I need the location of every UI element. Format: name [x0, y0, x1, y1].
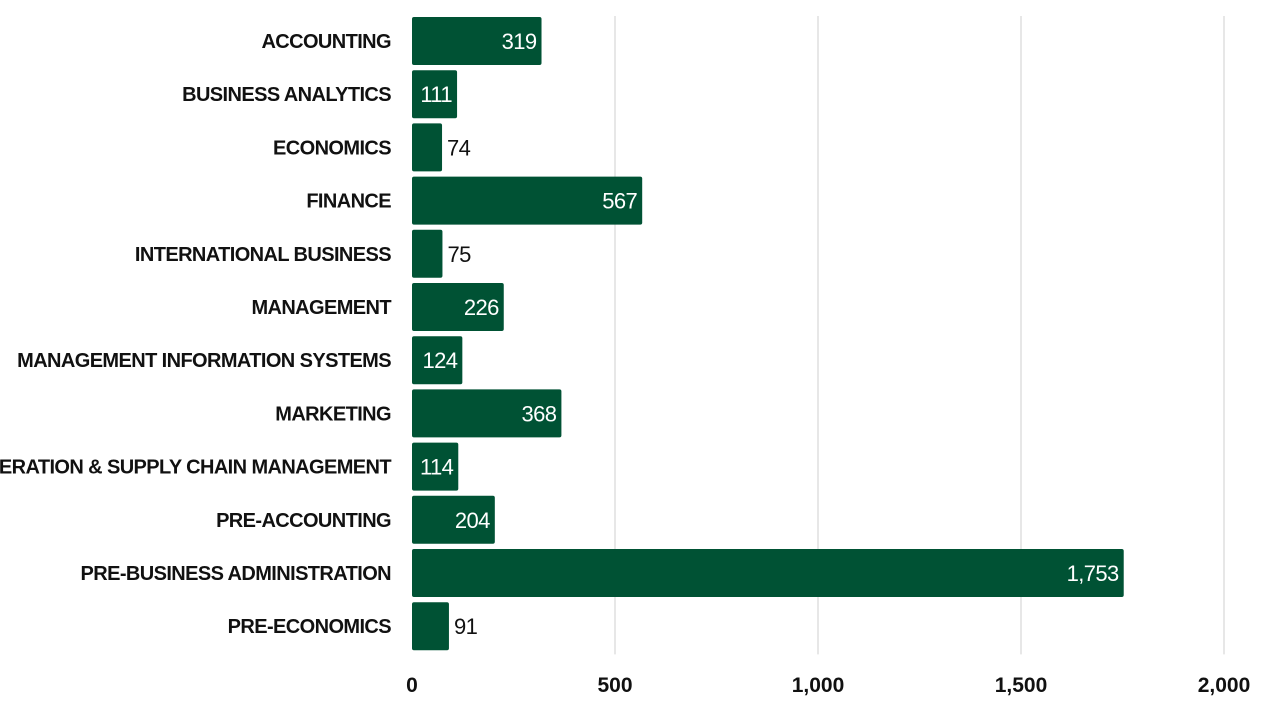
- category-label: OPERATION & SUPPLY CHAIN MANAGEMENT: [0, 457, 391, 479]
- category-label: MANAGEMENT INFORMATION SYSTEMS: [17, 350, 391, 372]
- value-label: 111: [420, 82, 452, 107]
- bar: [412, 123, 443, 172]
- bar: [412, 389, 562, 438]
- grid-lines: [614, 16, 1225, 655]
- bar: [412, 17, 542, 65]
- category-label: PRE-ACCOUNTING: [216, 510, 391, 532]
- x-tick-label: 1,500: [995, 674, 1048, 697]
- bar: [412, 229, 443, 278]
- value-label: 75: [447, 242, 471, 267]
- category-label: INTERNATIONAL BUSINESS: [135, 244, 391, 266]
- bar: [412, 549, 1124, 597]
- category-labels: ACCOUNTING BUSINESS ANALYTICS ECONOMICS FIN…: [0, 31, 392, 638]
- bar: [412, 602, 449, 651]
- x-tick-label: 500: [597, 674, 632, 697]
- value-label: 74: [447, 135, 471, 160]
- bar: [412, 70, 458, 119]
- value-label: 567: [602, 189, 637, 214]
- value-label: 91: [454, 614, 478, 639]
- bar: [412, 336, 463, 385]
- value-label: 204: [455, 508, 490, 533]
- bar: [412, 283, 504, 331]
- category-label: BUSINESS ANALYTICS: [182, 84, 391, 106]
- category-label: PRE-ECONOMICS: [228, 616, 392, 638]
- category-label: ACCOUNTING: [261, 31, 391, 53]
- category-label: ECONOMICS: [273, 137, 391, 159]
- bar: [412, 495, 495, 544]
- category-label: MARKETING: [275, 403, 391, 425]
- value-label: 319: [502, 29, 537, 54]
- x-tick-label: 2,000: [1198, 674, 1251, 697]
- value-label: 1,753: [1067, 561, 1119, 586]
- category-label: FINANCE: [306, 191, 391, 213]
- x-tick-label: 0: [406, 674, 418, 697]
- value-label: 114: [420, 455, 454, 480]
- bar: [412, 442, 459, 491]
- value-label: 368: [522, 401, 557, 426]
- bars: 319 111 74 567 75 226 124 368 114 204 1,753 91: [412, 17, 1124, 651]
- category-label: MANAGEMENT: [251, 297, 391, 319]
- x-axis-ticks: 0 500 1,000 1,500 2,000: [406, 674, 1250, 697]
- bar: [412, 176, 643, 225]
- x-tick-label: 1,000: [792, 674, 845, 697]
- value-label: 124: [422, 348, 457, 373]
- category-label: PRE-BUSINESS ADMINISTRATION: [81, 563, 392, 585]
- value-label: 226: [464, 295, 499, 320]
